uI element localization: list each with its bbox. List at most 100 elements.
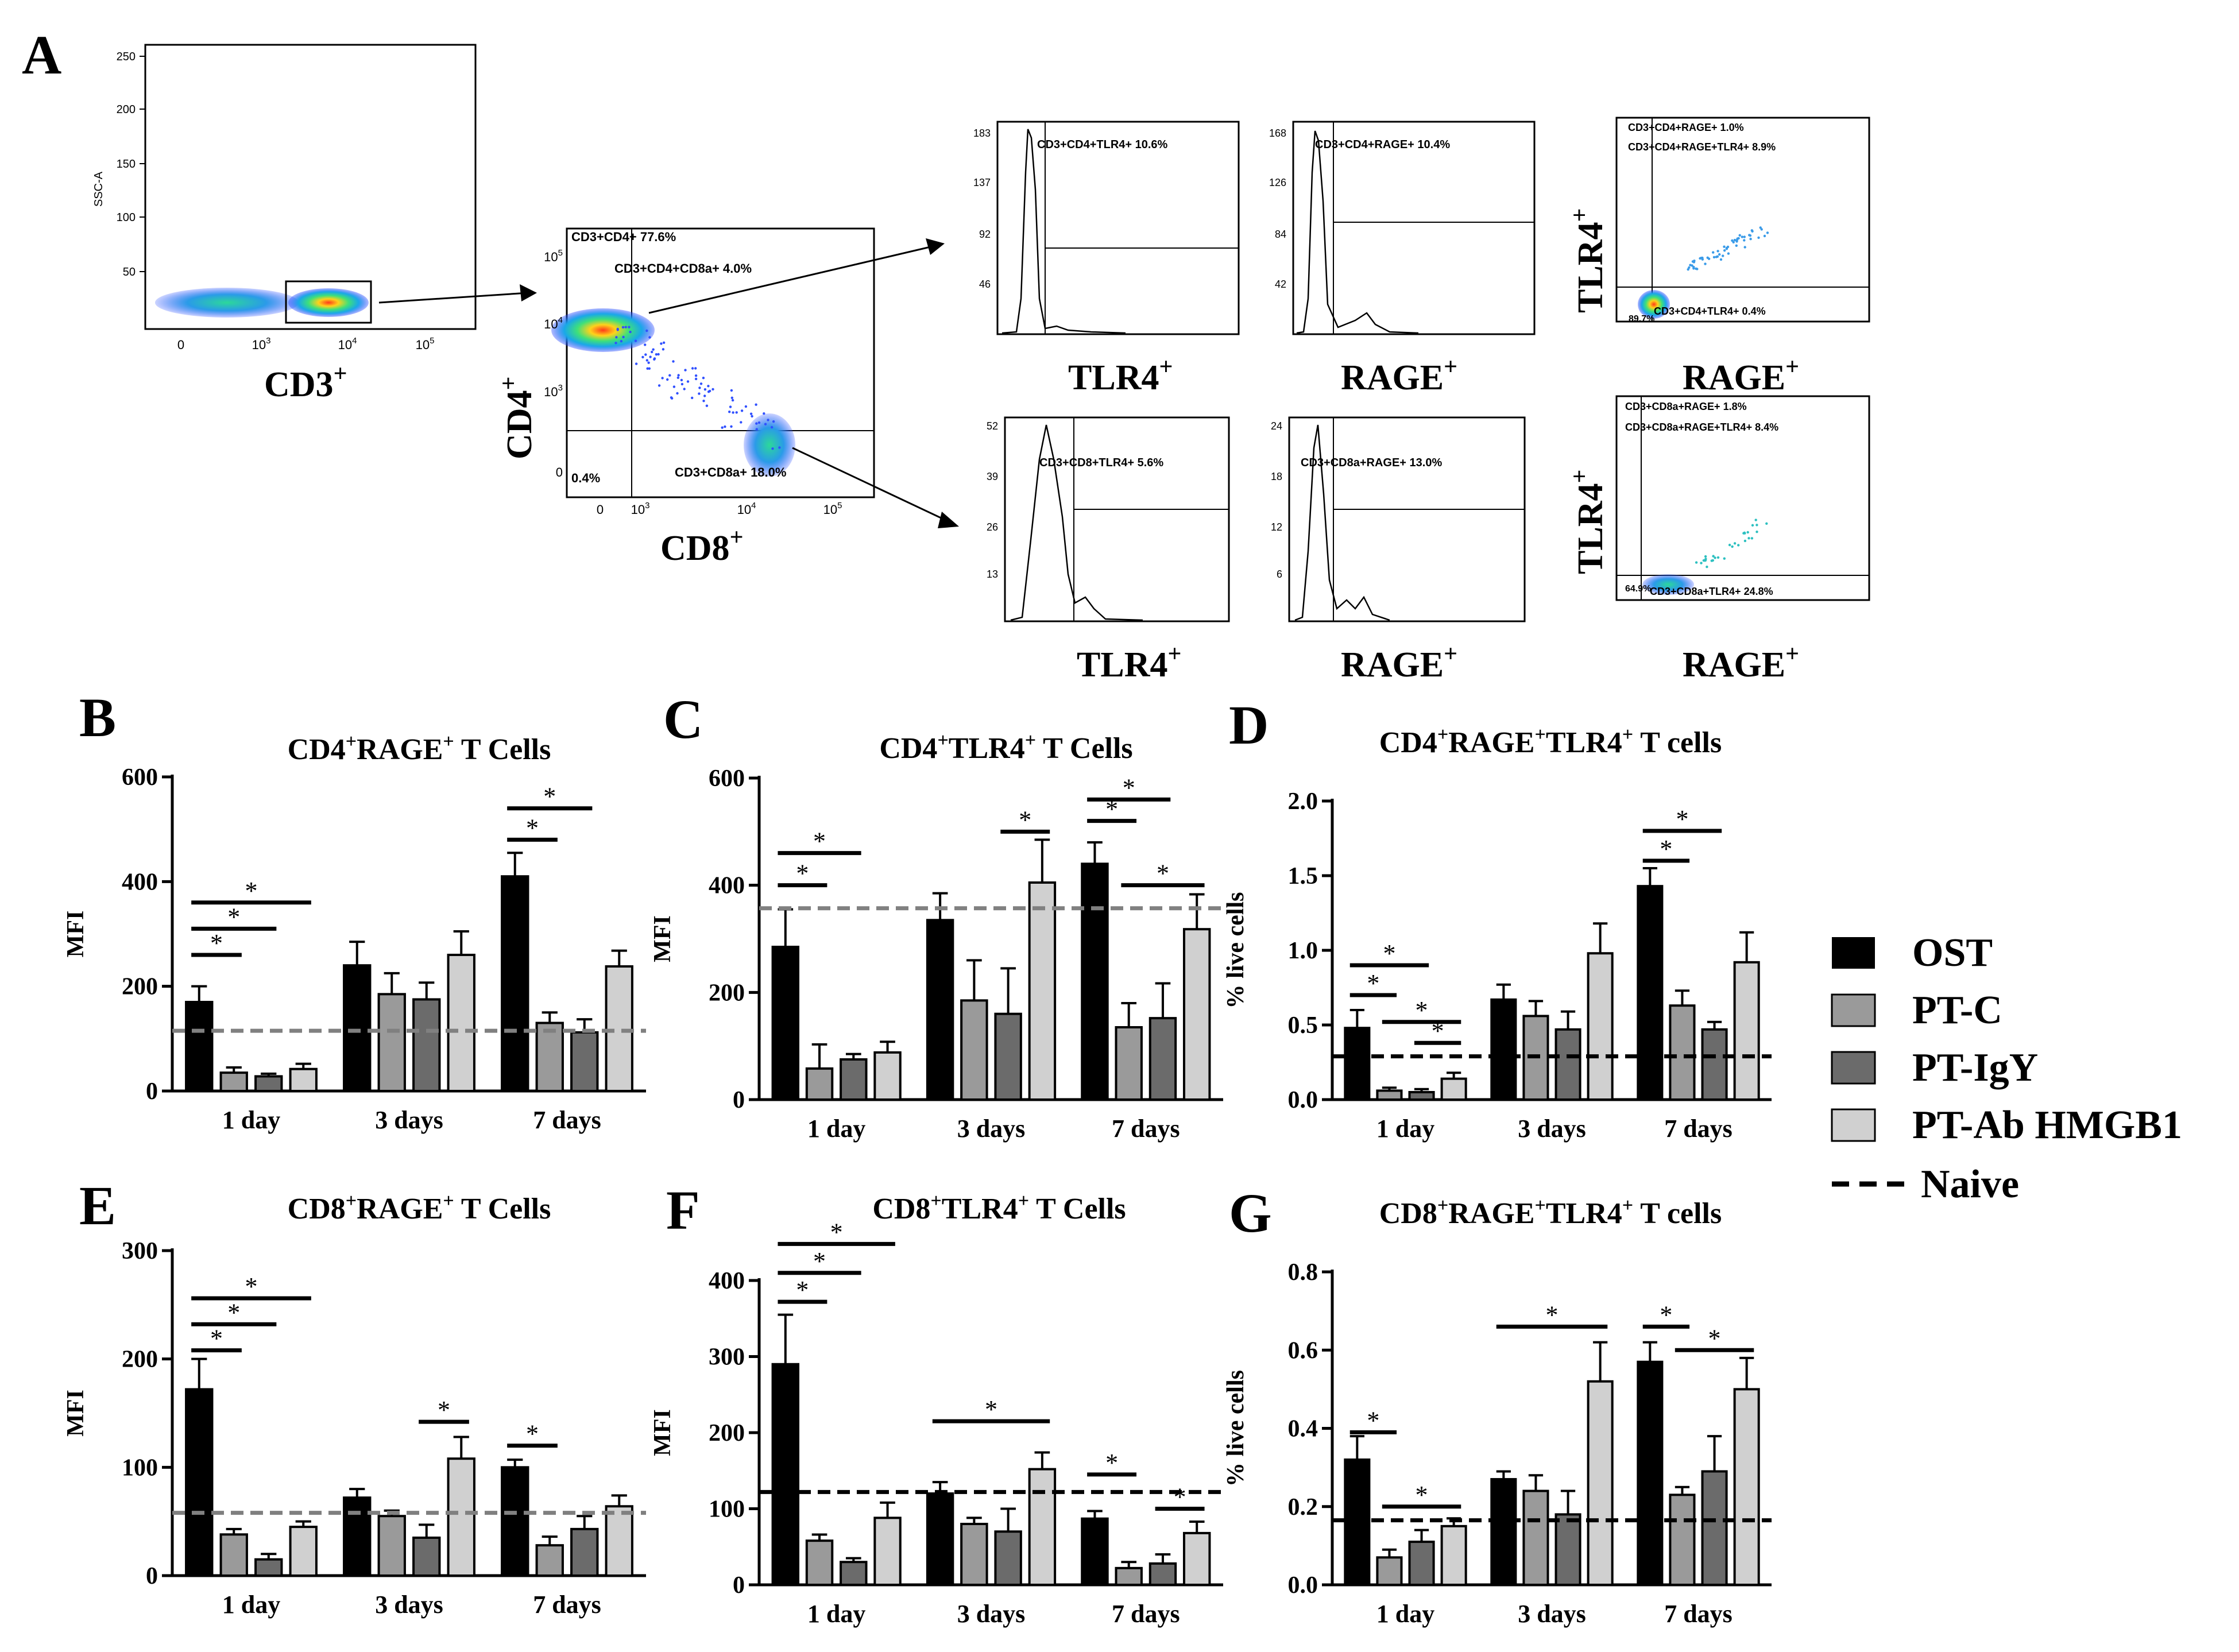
significance-star: * [1383,939,1395,968]
bar-ost [1081,862,1109,1101]
bar-ptab [289,1067,318,1092]
significance-star: * [1105,795,1118,823]
bar-ptigy [1408,1091,1435,1101]
significance-star: * [210,929,223,957]
significance-star: * [1416,996,1428,1024]
significance-star: * [1432,1017,1444,1045]
cd4cd8-xtick-label: 103 [631,501,650,517]
hist-ytick-label: 126 [1269,177,1286,188]
bar-ost [1490,1478,1517,1586]
bar-ptc [805,1539,834,1586]
bar-ptc [1376,1556,1403,1586]
bar-ptigy [412,998,441,1093]
bar-ptc [1522,1489,1549,1586]
bar-ost [771,1363,800,1586]
hist-ytick-label: 42 [1275,278,1286,290]
histogram-cd4-tlr4: CD3+CD4+TLR4+ 10.6% TLR4+ 183 137 92 46 [973,121,1240,397]
y-tick-label: 0 [733,1087,745,1113]
significance-star: * [1174,1483,1186,1511]
significance-star: * [796,860,809,888]
cd4cd8-gate-label: CD3+CD4+CD8a+ 4.0% [614,261,752,276]
hist-ytick-label: 92 [979,229,991,240]
bar-ptc [219,1071,248,1093]
gate-yticks: 250 200 150 100 50 [117,51,145,278]
bar-ptc [1115,1566,1143,1587]
significance-star: * [1019,806,1031,834]
bar-ptigy [412,1536,441,1577]
chart-title: CD4+TLR4+ T Cells [879,730,1132,765]
hist-cd8-tlr4-xlabel: TLR4+ [1077,641,1181,684]
hist-ytick-label: 24 [1271,420,1282,432]
bar-ost [926,1492,954,1586]
cd3-axis-label: CD3+ [264,361,347,404]
significance-star: * [1367,1406,1379,1434]
chart-panel-d: D CD4+RAGE+TLR4+ T cells 0.0 0.5 1.0 1.5 2.0 % … [1223,694,1772,1143]
quad-cd4-ylabel: TLR4+ [1567,208,1610,313]
cd4-gate-label: CD3+CD4+ 77.6% [571,230,676,244]
y-tick-label: 600 [122,764,158,791]
hist-ytick-label: 6 [1277,568,1282,580]
significance-star: * [227,903,240,931]
histogram-cd8-tlr4: CD3+CD8+TLR4+ 5.6% TLR4+ 52 39 26 13 [987,416,1230,684]
significance-star: * [1676,805,1688,833]
panel-letter-b: B [79,687,116,748]
bar-ptc [377,1515,406,1577]
quad-cd8-rage-tlr4: CD3+CD8a+RAGE+ 1.8% CD3+CD8a+RAGE+TLR4+ … [1567,395,1870,684]
bar-ptab [447,953,475,1093]
x-tick-label: 7 days [1664,1600,1733,1628]
significance-star: * [1157,860,1169,888]
x-tick-label: 3 days [957,1600,1026,1628]
legend-label-ptc: PT-C [1912,988,2002,1032]
bar-ptigy [254,1075,283,1093]
bar-ptigy [254,1558,283,1577]
gate-xtick-label: 105 [416,336,435,352]
bar-ptigy [1701,1028,1728,1101]
ssc-axis-label: SSC-A [92,171,105,207]
x-tick-label: 3 days [1518,1115,1586,1143]
hist-ytick-label: 84 [1275,229,1286,240]
chart-title: CD8+TLR4+ T Cells [872,1190,1126,1225]
y-tick-label: 0.0 [1288,1572,1318,1599]
y-tick-label: 1.0 [1288,938,1318,964]
chart-panel-e: E CD8+RAGE+ T Cells 0 100 200 300 MFI 1 day 3 da… [63,1175,646,1619]
bar-ost [343,1496,372,1577]
y-tick-label: 200 [122,974,158,1000]
y-tick-label: 0.4 [1288,1416,1318,1442]
bar-ptc [960,999,988,1101]
significance-star: * [526,814,539,842]
bar-ptab [873,1051,902,1101]
y-axis-label: % live cells [1223,892,1249,1009]
bar-ost [926,919,954,1101]
gate-ytick-label: 200 [117,103,136,116]
cd4-population [551,308,655,352]
y-tick-label: 0 [146,1078,158,1105]
bar-ptigy [1554,1513,1581,1586]
legend-swatch-ptab [1831,1108,1876,1142]
legend: OST PT-C PT-IgY PT-Ab HMGB1 Naive [1831,931,2182,1206]
y-tick-label: 100 [709,1496,745,1523]
gate-xtick-label: 0 [177,338,184,352]
bar-ost [501,875,529,1092]
significance-star: * [796,1276,809,1304]
cd4cd8-xtick-label: 105 [823,501,842,517]
bar-ptigy [840,1561,868,1586]
cd4cd8-ytick-label: 103 [544,383,563,399]
bar-ost [185,1001,214,1093]
significance-star: * [1123,773,1135,802]
bar-ptc [1669,1494,1696,1586]
quad-cd8-ylabel: TLR4+ [1567,470,1610,574]
hist-ytick-label: 46 [979,278,991,290]
hist-cd8-rage-label: CD3+CD8a+RAGE+ 13.0% [1301,456,1442,469]
x-tick-label: 7 days [1112,1600,1180,1628]
bar-ptab [1182,928,1211,1101]
hist-ytick-label: 13 [987,568,998,580]
significance-star: * [1660,1301,1672,1329]
legend-swatch-ptc [1831,993,1876,1027]
bar-ptigy [1408,1541,1435,1586]
quad-cd8-label-tlr4: CD3+CD8a+TLR4+ 24.8% [1650,586,1773,597]
x-tick-label: 3 days [957,1115,1026,1143]
bar-ost [1637,885,1664,1101]
bar-ost [1490,998,1517,1101]
y-tick-label: 0.0 [1288,1087,1318,1113]
y-tick-label: 600 [709,765,745,792]
